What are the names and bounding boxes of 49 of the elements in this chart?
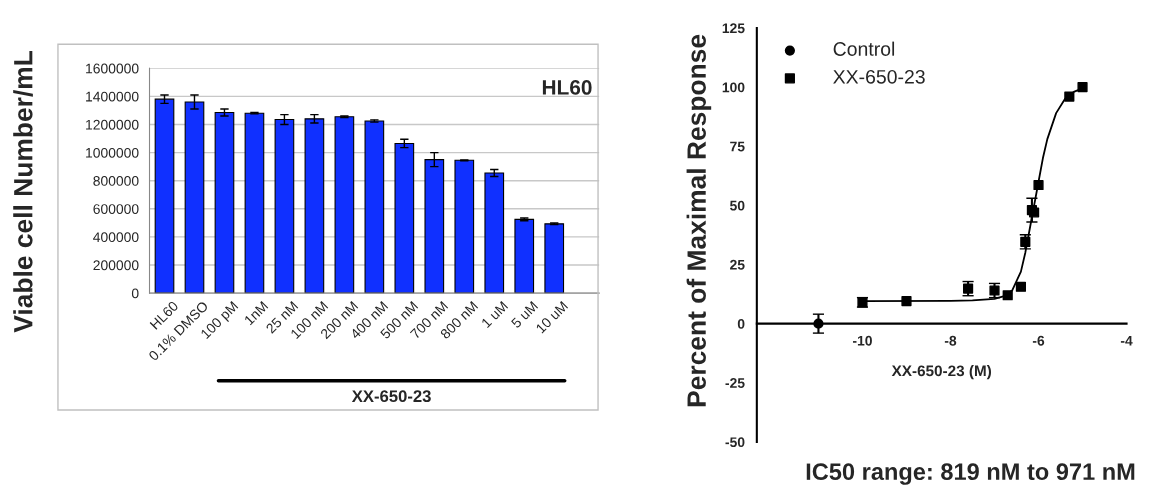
legend-label: XX-650-23 [833,69,925,84]
point [813,318,824,329]
y-tick-label: -25 [725,378,745,388]
bar [304,118,325,294]
y-tick-label: 50 [730,200,745,211]
y-tick-label: 0 [131,288,139,299]
y-tick-label: 1600000 [86,63,139,74]
text: IC50 range: 819 nM to 971 nM [806,463,1135,485]
y-tick-label: 600000 [93,204,139,214]
y-tick-label: 75 [730,141,745,152]
x-tick-label: -8 [944,335,957,346]
y-tick-label: 125 [722,23,745,34]
bar [514,218,535,294]
x-tick-label: 1 uM [481,301,509,329]
y-tick-label: 100 [722,82,745,93]
bar [484,172,505,294]
point [1002,290,1013,301]
point [1064,91,1075,102]
y-axis-title: Percent of Maximal Response [686,34,712,407]
y-tick-label: 0 [737,318,745,329]
y-tick-label: -50 [725,437,745,448]
y-tick-label: 1000000 [86,147,139,158]
y-axis-title: Viable cell Number/mL [13,51,33,333]
y-tick-label: 800000 [93,176,139,186]
y-tick-label: 200000 [93,260,139,271]
text: XX-650-23 [351,390,431,403]
x-tick-label: -6 [1032,335,1045,346]
bar [394,142,415,294]
bar [364,120,385,294]
y-tick-label: 1400000 [86,91,139,102]
bar [454,159,475,294]
x-axis-title: XX-650-23 (M) [891,365,992,380]
y-tick-label: 1200000 [86,119,139,130]
legend-label: Control [833,41,895,56]
bar [214,111,235,294]
bar [544,223,565,294]
bar [154,98,175,294]
point [1015,281,1027,292]
y-tick-label: 25 [730,259,745,270]
bar [244,112,265,294]
point [901,296,912,307]
point [1033,179,1044,191]
chart-title: HL60 [542,80,592,95]
bar [334,116,355,294]
y-tick-label: 400000 [93,232,139,243]
point [1077,82,1088,93]
x-tick-label: -10 [852,335,872,346]
bar [274,118,295,294]
x-tick-label: -4 [1120,335,1133,346]
